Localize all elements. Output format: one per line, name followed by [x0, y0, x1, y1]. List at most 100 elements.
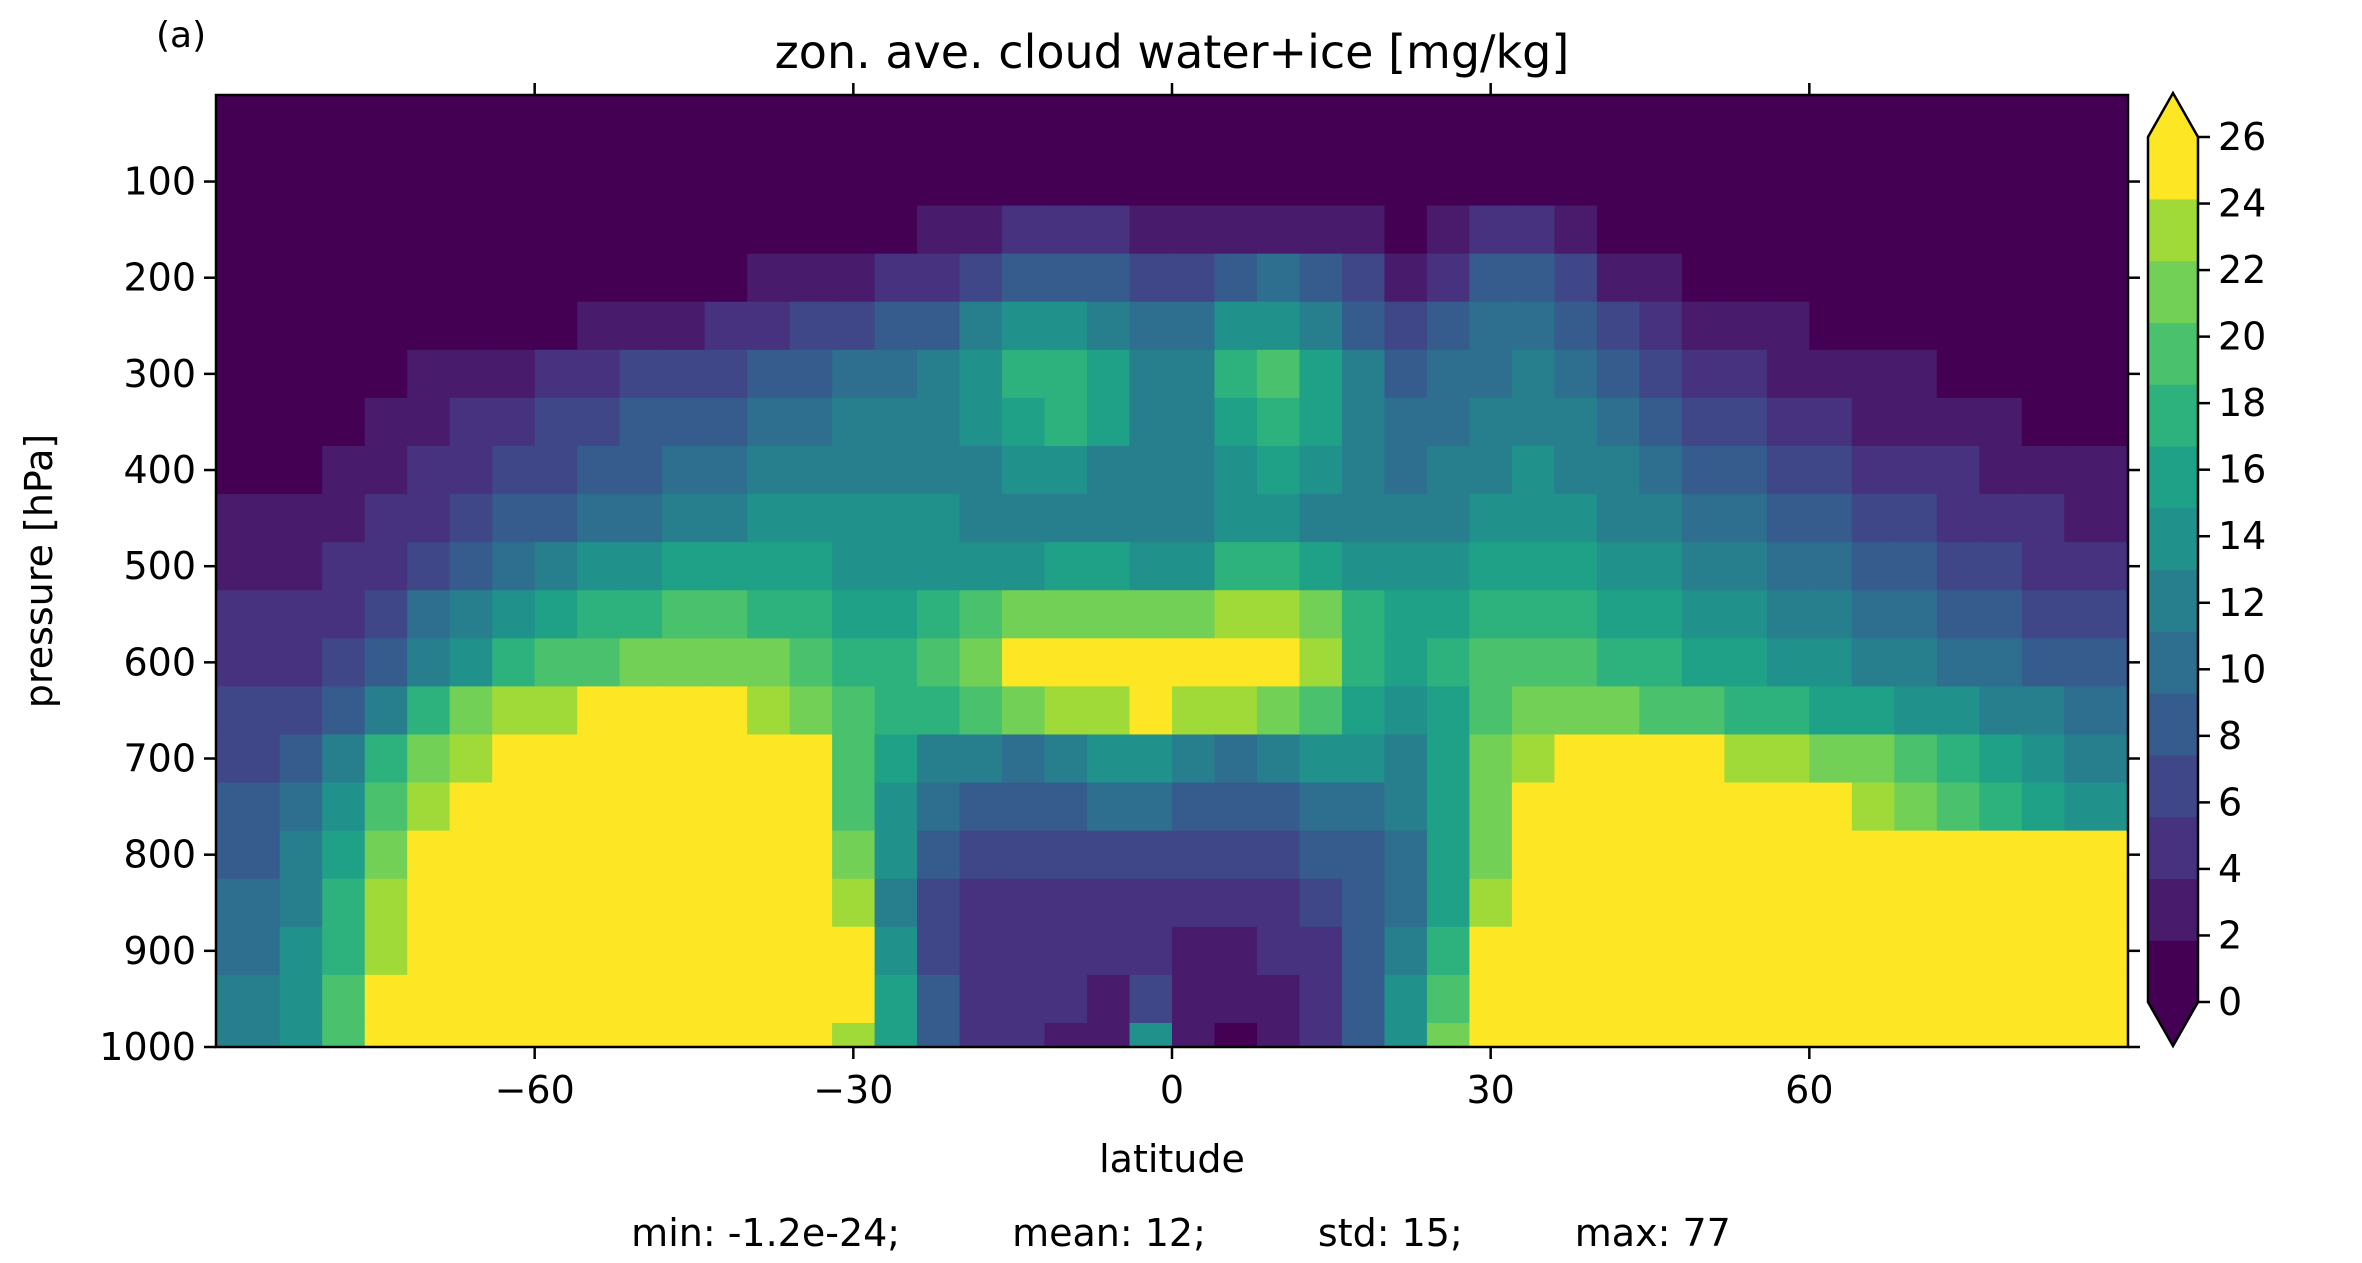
heatmap-cell [322, 782, 366, 832]
heatmap-cell [1596, 878, 1641, 928]
heatmap-cell [2064, 590, 2128, 640]
heatmap-cell [1979, 445, 2023, 495]
heatmap-cell [1596, 205, 1641, 255]
heatmap-cell [322, 157, 366, 207]
heatmap-cell [216, 253, 281, 303]
heatmap-cell [917, 301, 961, 351]
heatmap-cell [1851, 542, 1896, 592]
heatmap-cell [577, 974, 621, 1024]
heatmap-cell [1511, 926, 1556, 976]
x-axis: −60 −30 0 30 60 [495, 83, 1834, 1112]
heatmap-cell [1002, 301, 1046, 351]
heatmap-cell [407, 782, 451, 832]
heatmap-cell [577, 638, 621, 688]
heatmap-cell [747, 397, 791, 447]
heatmap-cell [619, 878, 663, 928]
heatmap-cell [2064, 494, 2128, 543]
colorbar-segment [2148, 384, 2198, 447]
heatmap-cell [662, 205, 706, 255]
heatmap-cell [1766, 638, 1811, 688]
heatmap-cell [1554, 397, 1598, 447]
heatmap-cell [1596, 494, 1641, 543]
heatmap-cell [874, 542, 918, 592]
heatmap-cell [534, 1022, 578, 1047]
heatmap-cell [1426, 95, 1471, 159]
heatmap-cell [322, 397, 366, 447]
heatmap-cell [1214, 542, 1258, 592]
heatmap-cell [492, 590, 536, 640]
heatmap-cell [1426, 301, 1471, 351]
heatmap-cell [704, 686, 748, 736]
heatmap-cell [1724, 445, 1768, 495]
heatmap-cell [1936, 782, 1981, 832]
x-tick-label: 60 [1785, 1068, 1833, 1112]
heatmap-cell [1766, 494, 1811, 543]
heatmap-cell [1766, 926, 1811, 976]
heatmap-cell [1724, 638, 1768, 688]
y-tick-label: 100 [123, 160, 196, 204]
heatmap-cell [1851, 349, 1896, 399]
colorbar-segment [2148, 631, 2198, 694]
heatmap-cell [832, 1022, 876, 1047]
heatmap-cell [1044, 1022, 1088, 1047]
heatmap-cell [1639, 253, 1683, 303]
heatmap-cell [2064, 253, 2128, 303]
y-tick-label: 200 [123, 256, 196, 300]
heatmap-cell [1341, 734, 1386, 784]
heatmap-cell [577, 590, 621, 640]
heatmap-cell [1256, 95, 1301, 159]
heatmap-cell [619, 926, 663, 976]
heatmap-cell [1851, 494, 1896, 543]
heatmap-cell [364, 590, 408, 640]
colorbar-segment [2148, 693, 2198, 756]
heatmap-cell [407, 205, 451, 255]
heatmap-cell [2021, 95, 2066, 159]
heatmap-cell [492, 205, 536, 255]
heatmap-cell [449, 542, 493, 592]
heatmap-cell [534, 95, 578, 159]
colorbar-tick-label: 26 [2218, 115, 2266, 159]
heatmap-cell [959, 157, 1003, 207]
heatmap-cell [789, 397, 833, 447]
heatmap-cell [1087, 1022, 1131, 1047]
heatmap-cell [1129, 349, 1173, 399]
heatmap-cell [1936, 301, 1981, 351]
heatmap-cell [577, 445, 621, 495]
heatmap-cell [1299, 1022, 1343, 1047]
heatmap-cell [407, 95, 451, 159]
heatmap-cell [1426, 349, 1471, 399]
heatmap-cell [1044, 638, 1088, 688]
heatmap-cell [279, 1022, 324, 1047]
heatmap-cell [577, 926, 621, 976]
heatmap-cell [407, 734, 451, 784]
heatmap-cell [534, 926, 578, 976]
heatmap-cell [1299, 974, 1343, 1024]
y-axis-label: pressure [hPa] [17, 434, 61, 708]
heatmap-cell [747, 686, 791, 736]
heatmap-cell [1044, 205, 1088, 255]
heatmap-cell [2021, 494, 2066, 543]
heatmap-cell [364, 205, 408, 255]
heatmap-cell [1511, 590, 1556, 640]
heatmap-cell [874, 926, 918, 976]
heatmap-cell [2021, 830, 2066, 880]
heatmap-cell [1724, 878, 1768, 928]
heatmap-cell [449, 878, 493, 928]
heatmap-cell [1681, 878, 1726, 928]
y-tick-label: 600 [123, 640, 196, 684]
heatmap-cell [619, 542, 663, 592]
heatmap-cell [279, 734, 324, 784]
heatmap-cell [2064, 542, 2128, 592]
heatmap-cell [1341, 638, 1386, 688]
heatmap-cell [1214, 157, 1258, 207]
heatmap-cell [789, 782, 833, 832]
heatmap-cell [1724, 830, 1768, 880]
heatmap-cell [1469, 445, 1513, 495]
heatmap-cell [959, 638, 1003, 688]
heatmap-cell [1639, 590, 1683, 640]
heatmap-cell [1554, 253, 1598, 303]
heatmap-cell [1469, 1022, 1513, 1047]
heatmap-cell [1596, 95, 1641, 159]
heatmap-cell [874, 686, 918, 736]
heatmap-cell [1511, 205, 1556, 255]
